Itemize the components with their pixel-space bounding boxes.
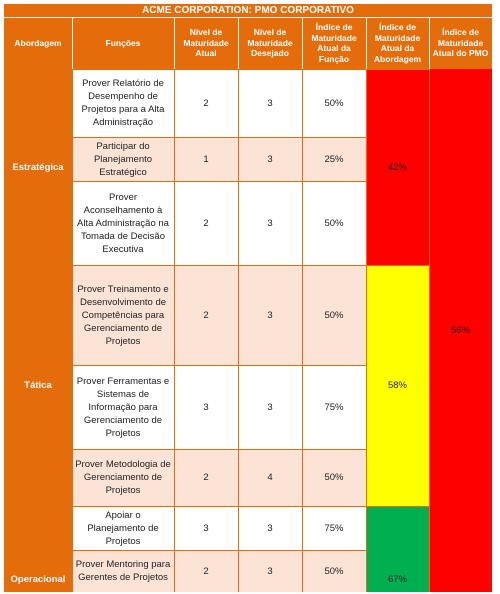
row-4-nivel-atual: 2	[174, 265, 238, 365]
row-2-funcao: Participar do Planejamento Estratégico	[72, 137, 174, 181]
row-6-nivel-atual: 2	[174, 449, 238, 506]
abordagem-index-tatica: 58%	[366, 265, 429, 506]
header-indice-funcao: Índice de Maturidade Atual da Função	[302, 17, 366, 69]
row-4-funcao: Prover Treinamento e Desenvolvimento de …	[72, 265, 174, 365]
header-nivel-atual: Nível de Maturidade Atual	[174, 17, 238, 69]
row-3-nivel-desejado: 3	[238, 181, 302, 265]
abordagem-index-estrategica: 42%	[366, 69, 429, 265]
row-5-nivel-desejado: 3	[238, 365, 302, 449]
header-indice-abordagem: Índice de Maturidade Atual da Abordagem	[366, 17, 429, 69]
header-funcoes: Funções	[72, 17, 174, 69]
row-5-nivel-atual: 3	[174, 365, 238, 449]
header-abordagem: Abordagem	[4, 17, 72, 69]
row-3-funcao: Prover Aconselhamento à Alta Administraç…	[72, 181, 174, 265]
row-1-indice: 50%	[302, 69, 366, 137]
row-2-nivel-atual: 1	[174, 137, 238, 181]
row-5-indice: 75%	[302, 365, 366, 449]
row-6-funcao: Prover Metodologia de Gerenciamento de P…	[72, 449, 174, 506]
row-4-indice: 50%	[302, 265, 366, 365]
row-1-nivel-desejado: 3	[238, 69, 302, 137]
row-3-nivel-atual: 2	[174, 181, 238, 265]
row-7-nivel-desejado: 3	[238, 506, 302, 550]
row-2-indice: 25%	[302, 137, 366, 181]
row-1-funcao: Prover Relatório de Desempenho de Projet…	[72, 69, 174, 137]
group-estrategica: Estratégica	[4, 69, 72, 265]
row-8-funcao: Prover Mentoring para Gerentes de Projet…	[72, 550, 174, 592]
group-operacional: Operacional	[4, 506, 72, 592]
row-3-indice: 50%	[302, 181, 366, 265]
maturity-table: ACME CORPORATION: PMO CORPORATIVO Aborda…	[4, 4, 492, 592]
row-8-indice: 50%	[302, 550, 366, 592]
header-nivel-desejado: Nível de Maturidade Desejado	[238, 17, 302, 69]
row-6-indice: 50%	[302, 449, 366, 506]
row-5-funcao: Prover Ferramentas e Sistemas de Informa…	[72, 365, 174, 449]
row-1-nivel-atual: 2	[174, 69, 238, 137]
row-7-indice: 75%	[302, 506, 366, 550]
abordagem-index-operacional: 67%	[366, 506, 429, 592]
row-4-nivel-desejado: 3	[238, 265, 302, 365]
header-indice-pmo: Índice de Maturidade Atual do PMO	[429, 17, 492, 69]
row-7-funcao: Apoiar o Planejamento de Projetos	[72, 506, 174, 550]
row-6-nivel-desejado: 4	[238, 449, 302, 506]
table-title: ACME CORPORATION: PMO CORPORATIVO	[4, 4, 492, 17]
row-7-nivel-atual: 3	[174, 506, 238, 550]
group-tatica: Tática	[4, 265, 72, 506]
row-8-nivel-atual: 2	[174, 550, 238, 592]
row-8-nivel-desejado: 3	[238, 550, 302, 592]
row-2-nivel-desejado: 3	[238, 137, 302, 181]
pmo-index: 56%	[429, 69, 492, 592]
